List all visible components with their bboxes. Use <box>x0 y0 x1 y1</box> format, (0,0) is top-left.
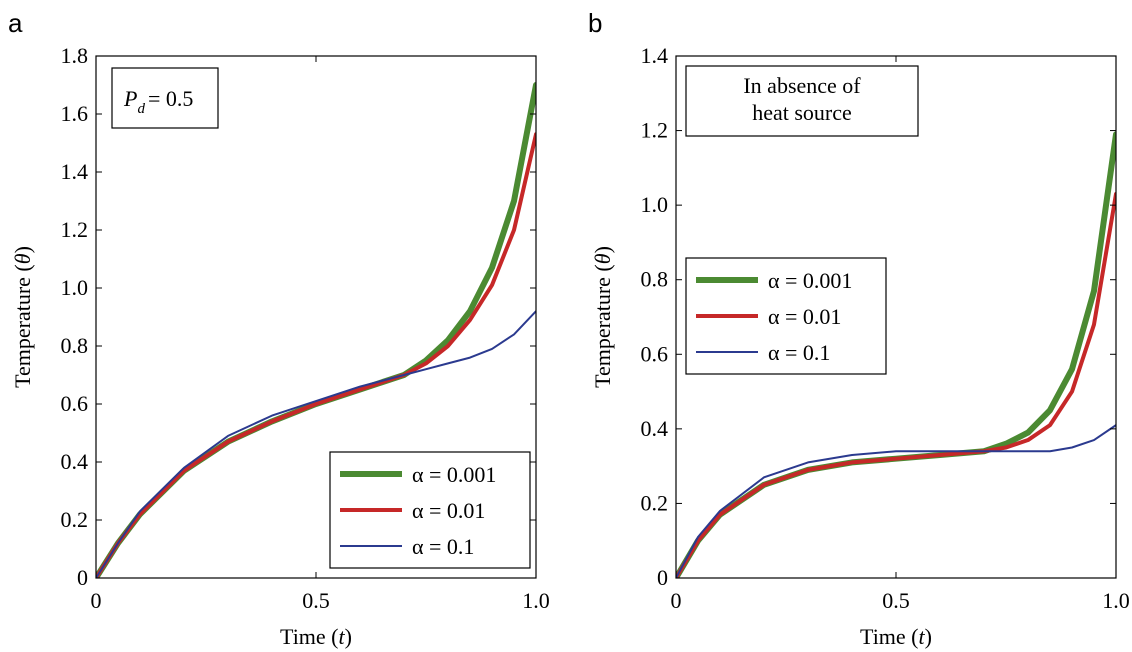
y-tick-label: 0 <box>77 565 88 590</box>
series-line-1 <box>676 191 1116 578</box>
x-tick-label: 1.0 <box>1102 588 1130 613</box>
x-axis-label-close: ) <box>925 624 932 649</box>
annotation-value: = 0.5 <box>148 86 193 111</box>
y-tick-label: 1.2 <box>641 118 669 143</box>
x-tick-label: 0.5 <box>882 588 910 613</box>
series-line-2 <box>96 310 536 578</box>
legend-label: α = 0.01 <box>412 498 485 523</box>
legend-label: α = 0.1 <box>768 340 830 365</box>
y-axis-label-var: θ <box>10 253 35 264</box>
y-axis-label-text: Temperature ( <box>590 264 615 388</box>
y-axis-label-var: θ <box>590 253 615 264</box>
x-axis-label-var: t <box>339 624 346 649</box>
annotation-frame <box>685 65 919 137</box>
annotation-line: heat source <box>752 100 852 125</box>
legend: α = 0.001 α = 0.01 α = 0.1 <box>329 451 531 569</box>
y-tick-label: 0 <box>657 565 668 590</box>
x-axis-label-text: Time ( <box>860 624 918 649</box>
y-tick-label: 1.6 <box>61 101 89 126</box>
y-tick-label: 0.2 <box>61 507 89 532</box>
annotation-text: Pd = 0.5 <box>123 86 193 117</box>
annotation-line: In absence of <box>743 73 861 98</box>
series-group <box>676 131 1116 578</box>
legend-label: α = 0.001 <box>412 462 496 487</box>
legend: α = 0.001 α = 0.01 α = 0.1 <box>685 257 887 375</box>
y-tick-label: 0.6 <box>61 391 89 416</box>
series-line-1 <box>96 132 536 578</box>
panel-a: a 0 0.2 0.4 0.6 0.8 1.0 1.2 1.4 1.6 1.8 0 0.5 1.0 Time… <box>8 8 550 649</box>
y-tick-label: 1.4 <box>61 159 89 184</box>
y-tick-label: 0.8 <box>61 333 89 358</box>
x-tick-label: 0 <box>671 588 682 613</box>
y-tick-label: 1.0 <box>61 275 89 300</box>
annotation-symbol: P <box>123 86 137 111</box>
y-tick-label: 0.4 <box>641 416 669 441</box>
annotation-box: Pd = 0.5 <box>111 67 219 129</box>
y-axis-label-close: ) <box>590 246 615 253</box>
y-tick-label: 0.2 <box>641 490 669 515</box>
y-tick-label: 1.2 <box>61 217 89 242</box>
x-axis-label: Time (t) <box>280 624 352 649</box>
panel-letter: a <box>8 8 23 38</box>
annotation-subscript: d <box>137 101 145 117</box>
legend-label: α = 0.1 <box>412 534 474 559</box>
x-tick-label: 1.0 <box>522 588 550 613</box>
panel-letter: b <box>588 8 602 38</box>
y-axis-label-text: Temperature ( <box>10 264 35 388</box>
y-tick-label: 0.8 <box>641 267 669 292</box>
legend-label: α = 0.001 <box>768 268 852 293</box>
x-axis-label-close: ) <box>345 624 352 649</box>
annotation-frame <box>111 67 219 129</box>
y-tick-label: 0.4 <box>61 449 89 474</box>
series-line-2 <box>676 424 1116 578</box>
y-tick-label: 1.0 <box>641 192 669 217</box>
y-tick-label: 1.8 <box>61 43 89 68</box>
y-axis-label: Temperature (θ) <box>590 246 615 388</box>
y-tick-label: 0.6 <box>641 341 669 366</box>
y-axis-label: Temperature (θ) <box>10 246 35 388</box>
x-axis-label-text: Time ( <box>280 624 338 649</box>
y-tick-label: 1.4 <box>641 43 669 68</box>
series-group <box>96 82 536 578</box>
x-axis-label: Time (t) <box>860 624 932 649</box>
y-axis-label-close: ) <box>10 246 35 253</box>
legend-label: α = 0.01 <box>768 304 841 329</box>
x-tick-label: 0 <box>91 588 102 613</box>
x-axis-label-var: t <box>919 624 926 649</box>
x-tick-label: 0.5 <box>302 588 330 613</box>
